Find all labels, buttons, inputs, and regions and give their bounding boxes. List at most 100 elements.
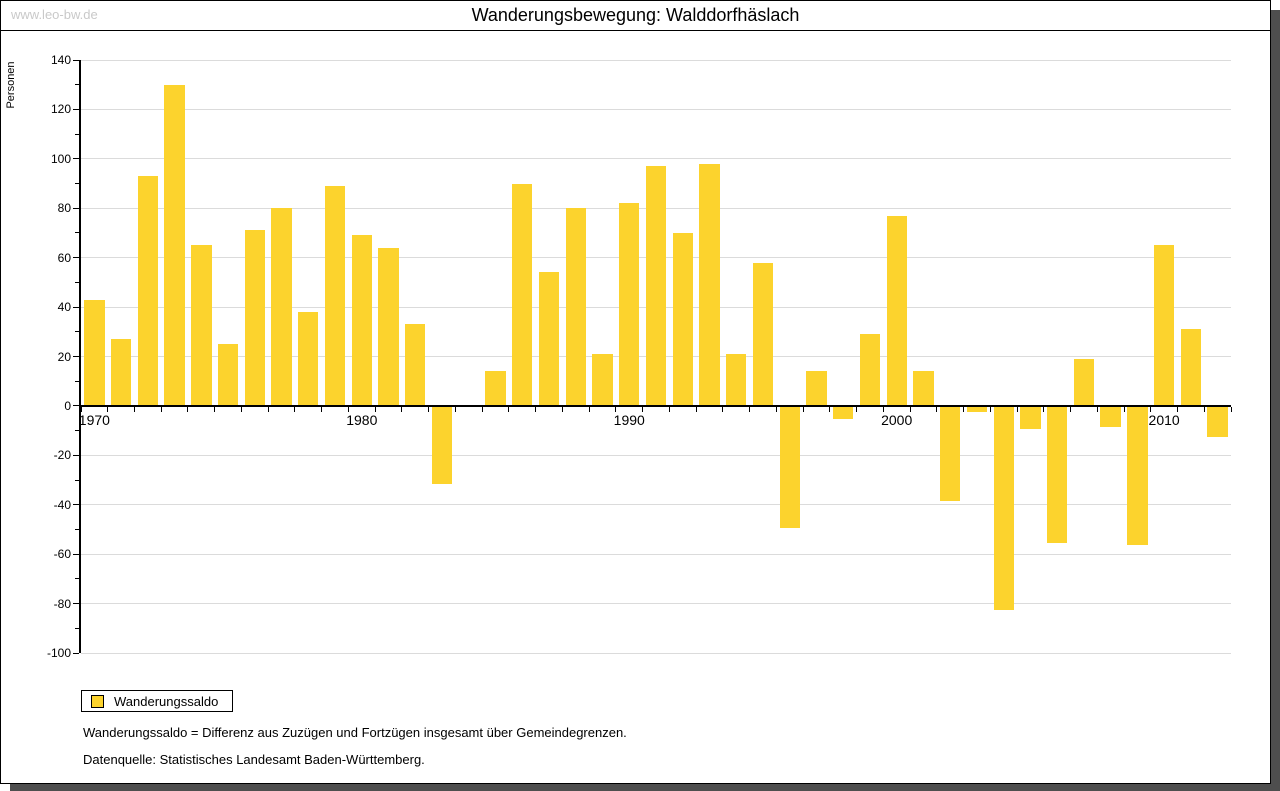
gridline-120 [81,108,1231,110]
y-tick-20 [73,356,79,357]
y-axis-line [79,60,81,653]
x-tick-label-2000: 2000 [881,411,913,428]
bar-2012 [1207,406,1228,437]
gridline-100 [81,158,1231,160]
x-tick-label-1980: 1980 [346,411,378,428]
y-tick-label-80: 80 [57,201,71,216]
x-tick-13 [428,406,430,412]
bar-1996 [779,406,800,528]
y-tick--40 [73,504,79,506]
y-tick-label-120: 120 [50,102,71,117]
y-tick--60 [73,553,79,555]
y-tick-110 [75,133,79,135]
y-tick--70 [75,578,79,580]
bar-1975 [217,344,239,406]
bar-1998 [833,406,854,420]
bar-2009 [1127,406,1148,546]
bar-1992 [672,232,693,406]
y-tick-100 [73,158,79,160]
x-tick-41 [1177,406,1178,412]
x-tick-label-1990: 1990 [613,411,645,428]
x-tick-29 [856,406,858,412]
y-tick-label--100: -100 [46,646,71,660]
x-tick-21 [642,406,644,412]
x-tick-4 [187,406,189,412]
x-tick-37 [1070,406,1072,412]
x-tick-6 [240,406,242,412]
x-tick-34 [989,406,991,412]
x-tick-26 [775,406,777,412]
bar-1997 [806,371,827,406]
bar-1986 [512,183,533,406]
y-tick-label-40: 40 [57,300,71,315]
x-tick-12 [401,406,403,412]
x-tick-11 [374,406,376,412]
x-tick-28 [829,406,831,412]
bar-1979 [324,186,346,406]
x-tick-39 [1123,406,1125,412]
bar-1981 [378,247,399,406]
x-tick-31 [909,406,911,412]
bar-1973 [164,84,185,406]
bar-2001 [913,371,934,406]
chart-title: Wanderungsbewegung: Walddorfhäslach [471,5,800,25]
y-tick-label-140: 140 [50,53,71,67]
y-tick-label--20: -20 [53,448,71,463]
bar-2008 [1100,406,1121,427]
bar-1982 [405,324,426,406]
y-axis-title: Personen [5,61,17,109]
x-tick-20 [615,406,617,412]
y-tick-label-0: 0 [64,398,71,413]
x-tick-40 [1150,406,1152,412]
y-tick-40 [73,306,79,308]
x-tick-33 [963,406,965,412]
x-tick-9 [321,406,323,412]
x-tick-label-2010: 2010 [1148,411,1180,428]
y-tick-30 [75,331,79,333]
bar-1978 [298,312,319,406]
bar-1995 [752,262,774,406]
bar-1989 [592,354,613,406]
bar-1980 [351,235,372,406]
x-tick-18 [561,406,563,412]
footnote-definition: Wanderungssaldo = Differenz aus Zuzügen … [83,725,627,740]
bar-1999 [859,334,881,406]
y-tick--20 [73,454,79,456]
chart-header: www.leo-bw.de Wanderungsbewegung: Walddo… [1,1,1270,31]
gridline-140 [81,59,1231,61]
y-tick-60 [73,257,79,259]
y-tick-label--40: -40 [53,497,71,512]
y-tick-130 [75,84,79,86]
y-tick-0 [73,405,79,407]
plot-area: -100 -80 -60 -40 -20 0 20 40 60 80 100 120 140 1970 19… [47,53,1232,660]
window-shadow-bottom [10,784,1280,791]
y-tick-140 [73,59,79,61]
x-tick-36 [1043,406,1045,412]
y-tick-label-60: 60 [57,250,71,265]
bar-1985 [485,371,506,406]
bar-2007 [1073,358,1095,406]
x-tick-10 [347,406,349,412]
x-axis-line [81,404,1231,407]
bar-2010 [1153,245,1175,406]
bar-1991 [645,166,667,406]
y-tick--100 [73,652,79,654]
x-tick-19 [588,406,590,412]
footnote-datasource: Datenquelle: Statistisches Landesamt Bad… [83,752,425,767]
x-tick-14 [454,406,456,412]
y-tick-label-100: 100 [50,151,71,166]
legend-color-swatch [91,694,104,708]
y-tick-120 [73,108,79,110]
y-tick--80 [73,603,79,605]
bar-2000 [886,215,907,406]
bar-2011 [1180,329,1202,406]
x-tick-2 [133,406,135,412]
bar-1994 [726,354,747,406]
x-tick-7 [267,406,269,412]
x-tick-22 [668,406,670,412]
bar-1976 [244,230,265,406]
x-tick-43 [1230,406,1232,412]
window-shadow-right [1271,10,1280,791]
bar-1970 [84,299,105,406]
